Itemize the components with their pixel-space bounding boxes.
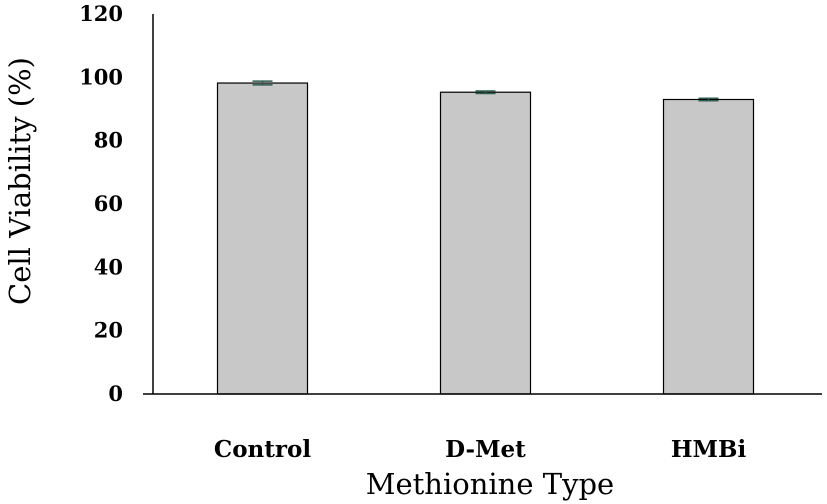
bar-hmbi (662, 98, 755, 395)
x-tick-label: D-Met (445, 436, 526, 463)
y-tick-label: 100 (79, 64, 123, 89)
y-tick-label: 60 (94, 191, 123, 216)
x-axis-title: Methionine Type (366, 467, 614, 501)
error-bar (252, 80, 273, 86)
y-tick-label: 80 (94, 128, 123, 153)
x-tick-label: HMBi (671, 436, 747, 463)
bar-d-met (439, 91, 532, 395)
y-tick-label: 120 (79, 1, 123, 26)
y-tick-label: 20 (94, 318, 123, 343)
y-tick-label: 0 (108, 381, 123, 406)
bars (216, 82, 755, 395)
x-axis-tick-labels: Control D-Met HMBi (214, 436, 747, 463)
x-tick-label: Control (214, 436, 311, 463)
error-bars (252, 80, 719, 102)
bar-control (216, 82, 309, 395)
y-tick-label: 40 (94, 254, 123, 279)
y-axis-title: Cell Viability (%) (3, 57, 37, 305)
y-axis-ticks: 0 20 40 60 80 100 120 (79, 1, 123, 406)
error-bar (698, 97, 719, 102)
error-bar (475, 90, 496, 95)
